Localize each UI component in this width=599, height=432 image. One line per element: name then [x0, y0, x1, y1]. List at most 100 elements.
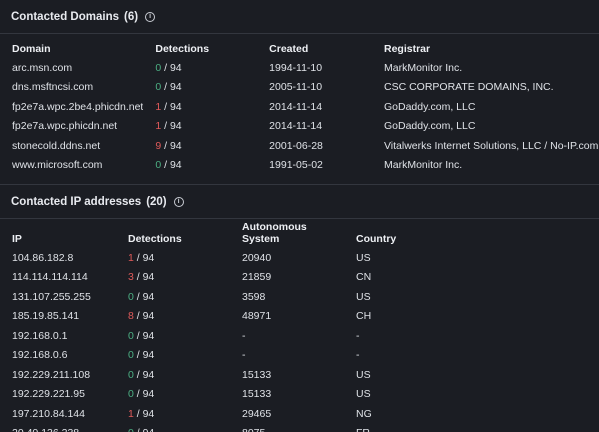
- table-row[interactable]: 192.229.211.108 0 / 94 15133 US: [0, 365, 599, 385]
- autonomous-system-cell: -: [242, 329, 246, 342]
- ip-cell[interactable]: 192.168.0.1: [12, 329, 68, 342]
- domain-cell[interactable]: www.microsoft.com: [12, 159, 103, 172]
- column-header-detections[interactable]: Detections: [155, 43, 210, 55]
- detections-cell: 0 / 94: [116, 365, 230, 385]
- ip-cell[interactable]: 192.168.0.6: [12, 349, 68, 362]
- detection-count: 9: [155, 139, 162, 152]
- detection-total: / 94: [161, 81, 182, 94]
- detection-count: 0: [128, 388, 134, 401]
- column-header-autonomous-system[interactable]: Autonomous System: [242, 221, 307, 245]
- table-row[interactable]: 192.168.0.1 0 / 94- -: [0, 326, 599, 346]
- column-header-created[interactable]: Created: [269, 43, 309, 55]
- detections-cell: 0 / 94: [116, 385, 230, 405]
- registrar-cell: GoDaddy.com, LLC: [383, 120, 476, 133]
- domain-cell[interactable]: fp2e7a.wpc.2be4.phicdn.net: [12, 100, 144, 113]
- domain-cell[interactable]: stonecold.ddns.net: [12, 139, 101, 152]
- table-row[interactable]: 20.40.136.2380 / 948075FR: [0, 424, 599, 432]
- domain-cell[interactable]: fp2e7a.wpc.phicdn.net: [12, 120, 118, 133]
- detection-count: 8: [128, 310, 134, 323]
- table-row[interactable]: www.microsoft.com 0 / 94 1991-05-02 MarkMon…: [0, 156, 599, 176]
- ip-cell[interactable]: 131.107.255.255: [12, 290, 91, 303]
- detection-count: 0: [155, 61, 162, 74]
- ip-cell[interactable]: 114.114.114.114: [12, 271, 88, 284]
- ip-cell[interactable]: 185.19.85.141: [12, 310, 80, 323]
- table-header-row: IP Detections Autonomous System Country: [0, 221, 599, 248]
- registrar-cell: CSC CORPORATE DOMAINS, INC.: [383, 81, 554, 94]
- autonomous-system-cell: 48971: [242, 310, 272, 323]
- detection-count: 1: [128, 407, 134, 420]
- detections-cell: 9 / 94: [143, 136, 257, 156]
- detections-cell: 0 / 94: [116, 424, 230, 432]
- detections-cell: 1 / 94: [143, 117, 257, 137]
- detection-total: / 94: [161, 120, 182, 133]
- detection-total: / 94: [133, 329, 155, 342]
- detection-total: / 94: [133, 290, 155, 303]
- detection-count: 0: [155, 159, 162, 172]
- detection-count: 0: [128, 427, 134, 432]
- detection-total: / 94: [161, 100, 182, 113]
- created-cell: 1991-05-02: [269, 159, 323, 172]
- detections-cell: 1 / 94: [116, 404, 230, 424]
- detection-count: 3: [128, 271, 134, 284]
- detection-total: / 94: [133, 271, 155, 284]
- detection-total: / 94: [161, 139, 182, 152]
- column-header-registrar[interactable]: Registrar: [383, 43, 431, 55]
- autonomous-system-cell: 15133: [242, 388, 272, 401]
- table-row[interactable]: 192.229.221.95 0 / 94 15133 US: [0, 385, 599, 405]
- detections-cell: 0 / 94: [116, 326, 230, 346]
- detections-cell: 0 / 94: [116, 346, 230, 366]
- domain-cell[interactable]: dns.msftncsi.com: [12, 81, 94, 94]
- table-row[interactable]: stonecold.ddns.net 9 / 94 2001-06-28 Vitalw…: [0, 136, 599, 156]
- autonomous-system-cell: -: [242, 349, 246, 362]
- ip-cell[interactable]: 104.86.182.8: [12, 251, 74, 264]
- table-row[interactable]: 104.86.182.8 1 / 94 20940 US: [0, 248, 599, 268]
- contacted-domains-section: Contacted Domains (6) i Domain Detection…: [0, 0, 599, 175]
- country-cell: NG: [356, 407, 372, 420]
- detection-count: 0: [128, 329, 134, 342]
- domain-cell[interactable]: arc.msn.com: [12, 61, 73, 74]
- column-header-domain[interactable]: Domain: [12, 43, 51, 55]
- table-row[interactable]: 131.107.255.255 0 / 94 3598 US: [0, 287, 599, 307]
- created-cell: 1994-11-10: [269, 61, 323, 74]
- ip-cell[interactable]: 192.229.211.108: [12, 368, 91, 381]
- detection-count: 0: [155, 81, 162, 94]
- table-row[interactable]: fp2e7a.wpc.2be4.phicdn.net 1 / 94 2014-11-…: [0, 97, 599, 117]
- contacted-ips-table: IP Detections Autonomous System Country …: [0, 221, 599, 432]
- detection-total: / 94: [133, 368, 155, 381]
- created-cell: 2014-11-14: [269, 100, 323, 113]
- detection-count: 1: [155, 100, 162, 113]
- detections-cell: 0 / 94: [143, 58, 257, 78]
- table-row[interactable]: 185.19.85.141 8 / 94 48971 CH: [0, 307, 599, 327]
- ip-cell[interactable]: 197.210.84.144: [12, 407, 85, 420]
- table-row[interactable]: fp2e7a.wpc.phicdn.net 1 / 94 2014-11-14 GoD…: [0, 117, 599, 137]
- ip-cell[interactable]: 20.40.136.238: [0, 424, 116, 432]
- section-divider: [0, 184, 599, 185]
- country-cell: US: [356, 388, 371, 401]
- table-header-row: Domain Detections Created Registrar: [0, 36, 599, 58]
- registrar-cell: MarkMonitor Inc.: [383, 61, 463, 74]
- autonomous-system-cell: 8075: [230, 424, 344, 432]
- country-cell: -: [356, 329, 360, 342]
- created-cell: 2014-11-14: [269, 120, 323, 133]
- info-icon[interactable]: i: [145, 11, 156, 22]
- table-row[interactable]: 192.168.0.6 0 / 94- -: [0, 346, 599, 366]
- contacted-domains-table: Domain Detections Created Registrar arc.…: [0, 36, 599, 175]
- country-cell: CH: [356, 310, 372, 323]
- detections-cell: 1 / 94: [116, 248, 230, 268]
- detection-total: / 94: [133, 310, 155, 323]
- column-header-country[interactable]: Country: [356, 233, 397, 245]
- table-row[interactable]: 114.114.114.114 3 / 94 21859 CN: [0, 268, 599, 288]
- column-header-detections[interactable]: Detections: [128, 233, 182, 245]
- detection-total: / 94: [133, 251, 155, 264]
- table-row[interactable]: arc.msn.com 0 / 94 1994-11-10 MarkMonitor I…: [0, 58, 599, 78]
- info-icon[interactable]: i: [173, 196, 184, 207]
- detection-count: 0: [128, 349, 134, 362]
- contacted-domains-count: (6): [124, 10, 139, 23]
- table-row[interactable]: 197.210.84.144 1 / 94 29465 NG: [0, 404, 599, 424]
- table-row[interactable]: dns.msftncsi.com 0 / 94 2005-11-10 CSC CORP…: [0, 78, 599, 98]
- ip-cell[interactable]: 192.229.221.95: [12, 388, 85, 401]
- column-header-ip[interactable]: IP: [12, 233, 22, 245]
- country-cell: FR: [344, 424, 599, 432]
- registrar-cell: Vitalwerks Internet Solutions, LLC / No-…: [383, 139, 599, 152]
- registrar-cell: MarkMonitor Inc.: [383, 159, 463, 172]
